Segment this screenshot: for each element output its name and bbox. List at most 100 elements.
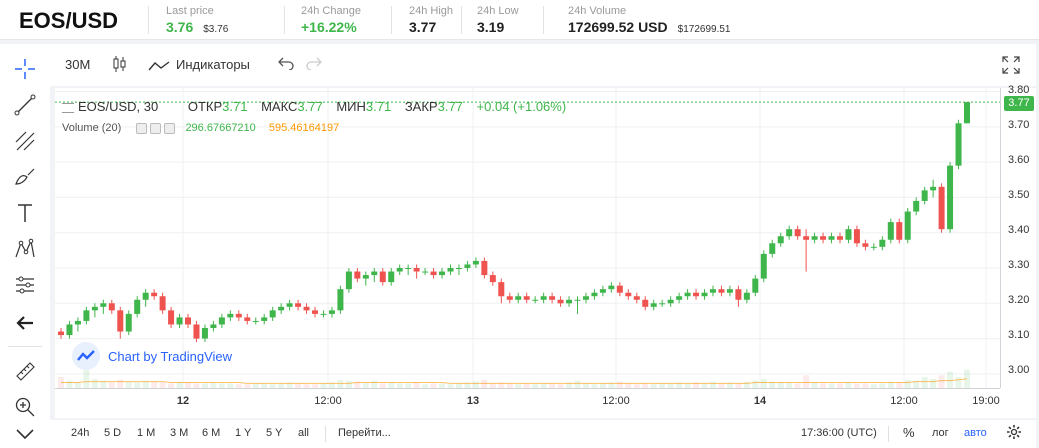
volume-bar [540, 383, 547, 388]
collapse-button[interactable] [0, 420, 50, 448]
volume-bar [74, 382, 81, 388]
change-label: 24h Change [301, 5, 361, 17]
volume-bar [244, 384, 251, 388]
candle-body [210, 324, 217, 328]
candle-body [91, 306, 98, 311]
volume-bar [379, 383, 386, 388]
candle-body [930, 186, 937, 191]
range-1m[interactable]: 1 M [137, 427, 156, 439]
candle-body [303, 306, 310, 311]
legend-symbol: EOS/USD, 30 [78, 99, 159, 114]
last-price-value: 3.76 $3.76 [166, 19, 228, 35]
range-6m[interactable]: 6 M [202, 427, 221, 439]
candlestick-icon [113, 56, 126, 72]
range-24h[interactable]: 24h [71, 427, 90, 439]
gear-icon [1007, 425, 1021, 439]
measure-tool[interactable] [12, 358, 38, 384]
percent-toggle[interactable]: % [903, 425, 915, 440]
range-3m[interactable]: 3 M [170, 427, 189, 439]
high-value: 3.77 [409, 19, 437, 35]
brush-tool[interactable] [12, 164, 38, 190]
utc-clock[interactable]: 17:36:00 (UTC) [801, 427, 877, 439]
volume-bar [591, 384, 598, 388]
range-1y[interactable]: 1 Y [235, 427, 252, 439]
candle-body [489, 275, 496, 283]
candle-body [185, 317, 192, 325]
back-tool[interactable] [12, 310, 38, 336]
time-tick: 12:00 [314, 395, 342, 407]
settings-icon[interactable] [150, 122, 162, 134]
chart-plot-area[interactable] [55, 88, 1000, 388]
undo-button[interactable] [278, 56, 294, 73]
volume-bar [786, 382, 793, 388]
range-5d[interactable]: 5 D [104, 427, 122, 439]
candle-body [735, 289, 742, 300]
volume-bar [633, 384, 640, 388]
volume-bar [354, 381, 361, 388]
volume-legend-label: Volume (20) [62, 122, 122, 134]
candle-body [845, 229, 852, 240]
text-tool[interactable] [12, 200, 38, 226]
candle-body [328, 310, 335, 314]
volume-bar [811, 382, 818, 388]
volume-bar [464, 382, 471, 388]
trendline-tool[interactable] [12, 92, 38, 118]
candle-body [506, 296, 513, 300]
volume-bar [117, 379, 124, 388]
candle-body [312, 310, 319, 314]
candle-body [642, 299, 649, 307]
price-tick: 3.40 [1008, 224, 1030, 236]
tradingview-watermark[interactable]: Chart by TradingView [72, 342, 232, 370]
chevron-down-icon [16, 429, 34, 439]
time-axis[interactable]: 12 12:00 13 12:00 14 12:00 19:00 [55, 388, 1000, 418]
pattern-tool[interactable] [12, 236, 38, 262]
candle-body [439, 271, 446, 276]
volume-bar [769, 381, 776, 388]
volume-bar [667, 383, 674, 388]
candle-body [523, 296, 530, 300]
candle-body [862, 243, 869, 247]
eye-icon[interactable] [136, 122, 148, 134]
volume-bar [879, 383, 886, 388]
candle-body [244, 317, 251, 321]
candle-body [921, 190, 928, 201]
fib-tool[interactable] [12, 128, 38, 154]
candle-body [532, 299, 539, 301]
chart-settings-button[interactable] [1006, 424, 1022, 443]
goto-date-button[interactable]: Перейти... [338, 427, 391, 439]
close-icon[interactable] [164, 122, 176, 134]
candle-body [142, 292, 149, 300]
prediction-tool[interactable] [12, 272, 38, 298]
fullscreen-button[interactable] [1002, 56, 1020, 77]
volume-bar [616, 381, 623, 388]
range-5y[interactable]: 5 Y [266, 427, 283, 439]
divider [888, 426, 889, 442]
log-toggle[interactable]: лог [932, 427, 949, 439]
volume-bar [261, 383, 268, 388]
candle-body [472, 260, 479, 265]
undo-icon [278, 57, 294, 71]
volume-bar [887, 381, 894, 388]
volume-bar [566, 382, 573, 388]
price-axis[interactable]: 3.80 3.70 3.60 3.50 3.40 3.30 3.20 3.10 … [1000, 84, 1036, 388]
candle-body [955, 123, 962, 166]
zoom-tool[interactable] [12, 394, 38, 420]
crosshair-tool[interactable] [12, 56, 38, 82]
volume-bar [938, 375, 945, 388]
auto-toggle[interactable]: авто [964, 427, 987, 439]
candle-body [413, 268, 420, 272]
redo-button[interactable] [306, 56, 322, 73]
legend-toggle-icon[interactable] [62, 102, 74, 113]
drawing-toolbar [0, 44, 50, 420]
volume-legend: Volume (20) 296.67667210 595.46164197 [62, 122, 339, 134]
interval-button[interactable]: 30M [65, 57, 91, 72]
legend-high: 3.77 [297, 99, 323, 114]
price-tick: 3.60 [1008, 154, 1030, 166]
legend-open-label: ОТКР [187, 99, 223, 114]
candle-body [388, 271, 395, 283]
candles-style-button[interactable] [112, 55, 128, 76]
candle-body [66, 324, 73, 336]
volume-bar [549, 383, 556, 388]
range-all[interactable]: all [298, 427, 310, 439]
indicators-button[interactable]: Индикаторы [148, 57, 250, 72]
